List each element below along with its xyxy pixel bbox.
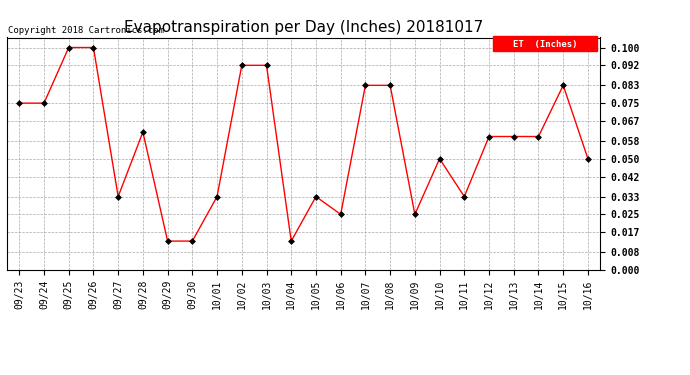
Title: Evapotranspiration per Day (Inches) 20181017: Evapotranspiration per Day (Inches) 2018… bbox=[124, 20, 483, 35]
Text: Copyright 2018 Cartronics.com: Copyright 2018 Cartronics.com bbox=[8, 26, 164, 35]
FancyBboxPatch shape bbox=[493, 36, 598, 51]
Text: ET  (Inches): ET (Inches) bbox=[513, 39, 578, 48]
